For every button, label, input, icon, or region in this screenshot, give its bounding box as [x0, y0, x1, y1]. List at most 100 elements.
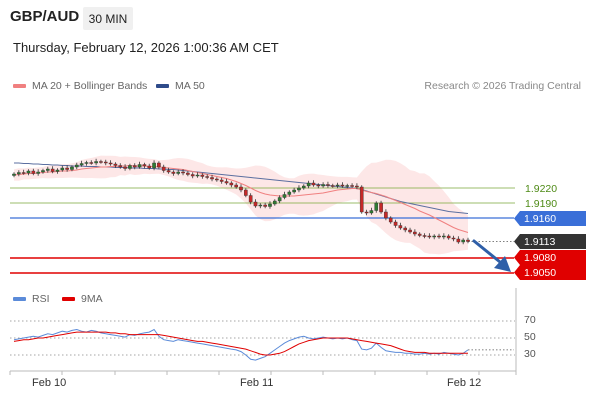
- candle: [108, 160, 113, 166]
- candle: [456, 236, 461, 244]
- rsi-ma9-line: [13, 331, 468, 356]
- candle-body: [398, 225, 403, 229]
- candle: [94, 158, 98, 166]
- candle: [248, 193, 253, 205]
- candle-body: [446, 235, 451, 239]
- candle-body: [258, 204, 263, 207]
- candle-body: [229, 182, 234, 186]
- candle-body: [364, 211, 369, 214]
- candle-body: [181, 171, 185, 174]
- candle: [326, 181, 330, 188]
- candle-body: [152, 162, 156, 169]
- support2-price-tag: 1.9050: [514, 265, 586, 280]
- candle: [282, 191, 287, 200]
- candle: [181, 169, 185, 176]
- candle: [152, 160, 156, 171]
- candle-body: [253, 201, 258, 207]
- candle: [432, 234, 436, 240]
- candle-body: [224, 181, 229, 184]
- candle: [12, 172, 16, 178]
- candle: [195, 172, 200, 178]
- candle: [161, 164, 166, 173]
- candle: [340, 182, 345, 188]
- candle-body: [200, 174, 205, 177]
- candle-body: [157, 162, 161, 168]
- candle: [229, 181, 234, 188]
- candle: [301, 184, 306, 190]
- candle-body: [50, 168, 55, 172]
- candle: [224, 178, 229, 185]
- candle-body: [340, 184, 345, 187]
- candle-body: [55, 169, 60, 172]
- candle-body: [277, 197, 282, 202]
- candle: [205, 174, 209, 180]
- candle-body: [60, 167, 65, 171]
- timeframe-button[interactable]: 30 MIN: [83, 7, 133, 30]
- candle-body: [263, 204, 267, 207]
- candle-body: [374, 202, 379, 211]
- x-tick-feb12: Feb 12: [447, 377, 482, 389]
- candle: [311, 180, 316, 187]
- datetime-label: Thursday, February 12, 2026 1:00:36 AM C…: [13, 40, 279, 55]
- support1-price-tag: 1.9080: [514, 250, 586, 265]
- candle-body: [239, 186, 243, 191]
- candle-body: [190, 174, 195, 177]
- candle: [292, 187, 296, 194]
- candle: [359, 185, 364, 214]
- candle-body: [427, 235, 432, 238]
- last-price-tag: 1.9113: [514, 234, 586, 249]
- rsi-tick-30: 30: [524, 348, 536, 360]
- candle-body: [330, 185, 335, 187]
- level-r2-label: 1.9220: [525, 183, 558, 195]
- time-axis: [9, 288, 517, 375]
- candle: [422, 233, 427, 239]
- candle: [369, 207, 374, 215]
- candle-body: [413, 231, 417, 235]
- candle: [234, 182, 238, 189]
- candle: [408, 227, 412, 234]
- ma20-line: [13, 164, 469, 233]
- candle-body: [31, 170, 36, 174]
- candle: [36, 169, 40, 176]
- candle: [287, 190, 292, 197]
- candle-body: [46, 168, 50, 171]
- candle: [466, 237, 470, 244]
- candle-body: [26, 170, 31, 174]
- bollinger-band-area: [14, 155, 468, 255]
- symbol-title: GBP/AUD: [10, 8, 80, 25]
- candle-body: [79, 163, 84, 166]
- candle-body: [311, 182, 316, 186]
- x-tick-feb10: Feb 10: [32, 377, 67, 389]
- candle-body: [466, 239, 470, 242]
- candle: [46, 166, 50, 173]
- candle-body: [41, 170, 45, 173]
- candle: [461, 238, 465, 245]
- candle-body: [287, 191, 292, 195]
- candle-body: [350, 185, 354, 187]
- candle-body: [432, 235, 436, 238]
- candle: [297, 185, 301, 193]
- candle-body: [70, 166, 74, 170]
- candle: [239, 184, 243, 193]
- candle: [171, 170, 176, 176]
- candle-body: [355, 185, 359, 188]
- candle: [413, 229, 417, 237]
- candle: [166, 167, 171, 174]
- candle: [50, 166, 55, 174]
- candle-body: [186, 172, 190, 175]
- candle: [403, 226, 408, 233]
- candle-body: [176, 171, 181, 174]
- bollinger-band: [14, 155, 468, 255]
- candle-body: [326, 184, 330, 186]
- legend-9ma-label: 9MA: [81, 293, 103, 305]
- candle: [176, 169, 181, 176]
- legend-ma20-label: MA 20 + Bollinger Bands: [32, 80, 148, 92]
- forecast-arrow-icon: [472, 239, 502, 264]
- candle-body: [379, 202, 383, 213]
- candle-body: [118, 165, 123, 168]
- legend-rsi-label: RSI: [32, 293, 50, 305]
- candle: [41, 168, 45, 174]
- moving-averages: [13, 162, 469, 233]
- candle-body: [437, 235, 441, 238]
- candle: [442, 233, 446, 240]
